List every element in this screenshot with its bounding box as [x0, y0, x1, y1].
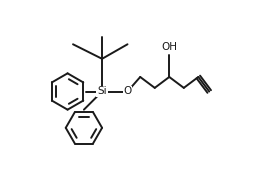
- Text: OH: OH: [161, 42, 177, 52]
- Text: O: O: [123, 87, 131, 96]
- Text: Si: Si: [97, 87, 106, 96]
